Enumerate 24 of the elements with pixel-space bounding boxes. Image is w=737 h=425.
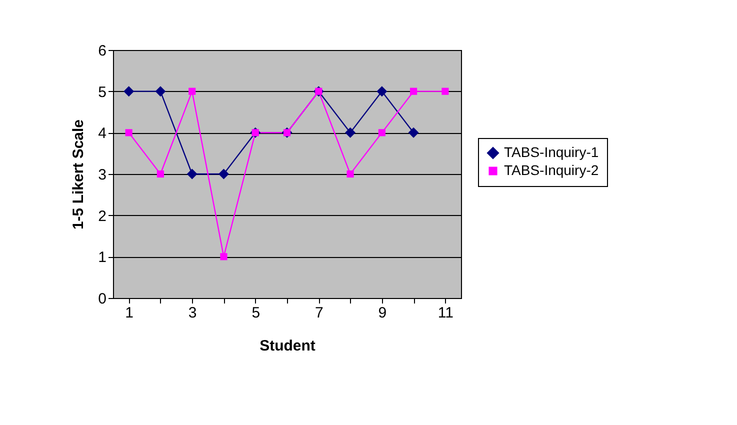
y-tick-label: 1 [98,249,106,266]
x-tick-label: 11 [438,304,454,322]
x-tick-label: 3 [188,304,197,322]
x-axis-title: Student [260,338,316,354]
x-tick-label: 5 [252,304,260,322]
y-tick-label: 0 [98,290,106,308]
y-tick-label: 6 [98,42,106,60]
x-tick-label: 7 [314,304,324,322]
point [186,168,198,180]
y-axis-title: 1-5 Likert Scale [70,119,88,230]
point [124,86,134,97]
x-tick-label: 1 [125,304,134,322]
x-tick-label: 9 [378,304,387,322]
point [345,127,356,138]
legend-label: TABS-Inquiry-1 [504,144,599,160]
y-tick-label: 3 [98,166,106,184]
y-tick-label: 2 [98,208,106,225]
point [218,168,229,180]
point [155,86,166,97]
point [408,127,419,138]
y-tick-label: 4 [98,125,106,142]
legend-label: TABS-Inquiry-2 [504,162,599,178]
y-tick-label: 5 [98,84,106,101]
point [376,86,388,97]
